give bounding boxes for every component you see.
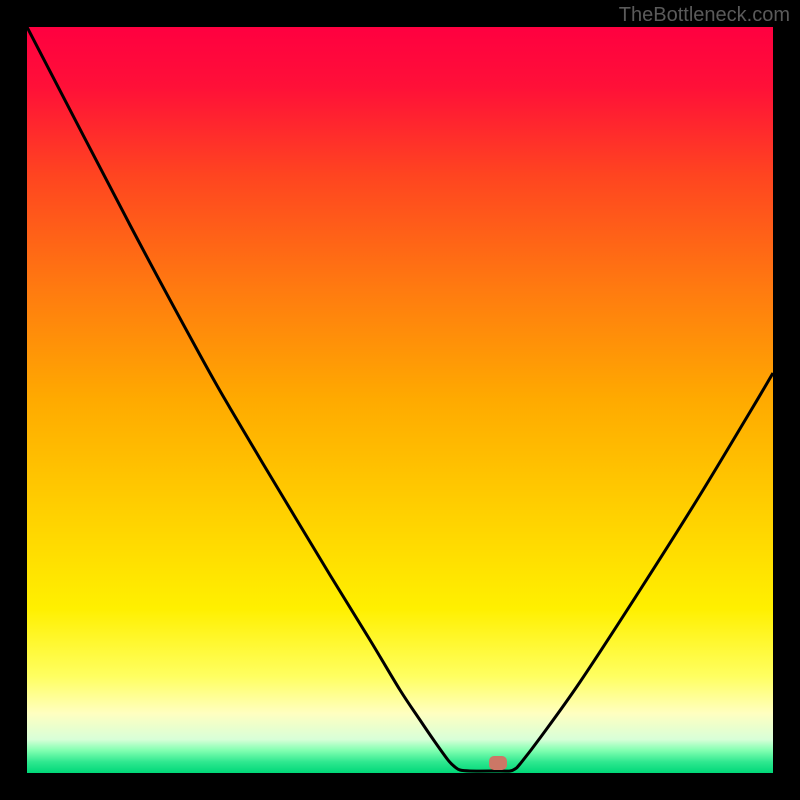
bottleneck-chart: [0, 0, 800, 800]
optimal-point-marker: [489, 756, 507, 770]
watermark-text: TheBottleneck.com: [619, 4, 790, 27]
gradient-background: [27, 27, 773, 773]
